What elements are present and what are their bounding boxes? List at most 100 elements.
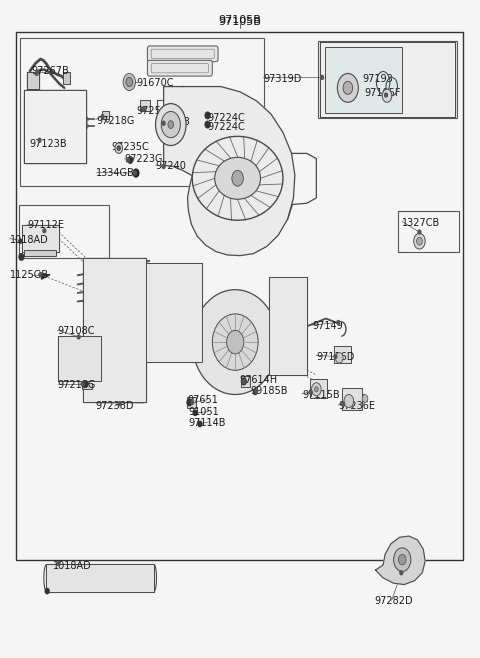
Circle shape	[205, 112, 210, 118]
Circle shape	[337, 74, 359, 102]
Bar	[24, 91, 86, 163]
Circle shape	[126, 158, 129, 162]
Polygon shape	[375, 536, 425, 584]
Text: 97108C: 97108C	[58, 326, 95, 336]
Text: 97218G: 97218G	[96, 116, 134, 126]
Bar	[145, 263, 202, 362]
Bar	[58, 336, 101, 382]
Circle shape	[400, 570, 403, 574]
Circle shape	[142, 107, 145, 111]
Circle shape	[232, 170, 243, 186]
Circle shape	[117, 146, 120, 150]
Text: 97267B: 97267B	[31, 66, 69, 76]
Circle shape	[309, 390, 312, 394]
Text: 97319D: 97319D	[263, 74, 301, 84]
Bar	[342, 388, 362, 410]
Circle shape	[382, 89, 392, 102]
Bar	[19, 205, 109, 258]
Circle shape	[133, 169, 139, 177]
Circle shape	[344, 395, 354, 407]
Ellipse shape	[212, 314, 258, 370]
Bar	[84, 258, 145, 403]
Circle shape	[162, 121, 165, 125]
Circle shape	[84, 116, 88, 122]
Text: 97224C: 97224C	[207, 122, 245, 132]
Text: 97115B: 97115B	[302, 390, 340, 399]
Text: 97223G: 97223G	[124, 153, 163, 164]
Ellipse shape	[192, 290, 278, 395]
Polygon shape	[164, 87, 295, 255]
Circle shape	[39, 272, 42, 276]
Text: 97218G: 97218G	[58, 380, 96, 390]
Bar	[58, 336, 101, 382]
Circle shape	[384, 93, 387, 97]
Text: 97614H: 97614H	[239, 375, 277, 385]
Circle shape	[118, 402, 121, 406]
Bar	[187, 397, 196, 407]
Bar	[23, 226, 59, 251]
Bar	[46, 563, 154, 592]
Circle shape	[38, 138, 41, 142]
Bar	[269, 276, 307, 375]
Text: 1018AD: 1018AD	[53, 561, 92, 571]
Circle shape	[187, 399, 192, 406]
Circle shape	[195, 411, 198, 415]
Circle shape	[417, 238, 422, 245]
Text: 97149: 97149	[312, 321, 343, 332]
Text: 97114B: 97114B	[189, 418, 226, 428]
Text: 97651: 97651	[188, 395, 218, 405]
Text: 97238D: 97238D	[95, 401, 133, 411]
Text: 97236E: 97236E	[338, 401, 375, 411]
Circle shape	[156, 103, 186, 145]
Circle shape	[199, 421, 201, 425]
Text: 1327CB: 1327CB	[402, 218, 441, 228]
Text: 97105B: 97105B	[218, 16, 262, 27]
Circle shape	[398, 555, 406, 565]
Bar	[21, 38, 264, 186]
Circle shape	[191, 401, 194, 405]
Bar	[24, 251, 56, 255]
Bar	[310, 379, 327, 399]
Text: 97193: 97193	[362, 74, 393, 84]
Circle shape	[394, 548, 411, 571]
Circle shape	[117, 146, 120, 150]
Text: 97240: 97240	[156, 161, 186, 171]
Circle shape	[19, 253, 24, 260]
FancyBboxPatch shape	[147, 61, 212, 76]
Circle shape	[321, 76, 324, 80]
Bar	[63, 72, 70, 84]
Text: 99185B: 99185B	[251, 386, 288, 395]
Bar	[320, 42, 455, 116]
Circle shape	[314, 387, 318, 392]
Text: 97235C: 97235C	[111, 142, 149, 152]
Circle shape	[83, 381, 88, 388]
Bar	[325, 47, 402, 113]
Text: 97224C: 97224C	[207, 113, 245, 123]
Circle shape	[128, 157, 132, 163]
Text: 97105F: 97105F	[364, 88, 401, 98]
Circle shape	[101, 114, 104, 118]
Text: 97018: 97018	[160, 117, 191, 127]
Circle shape	[242, 380, 245, 384]
Bar	[241, 376, 250, 387]
Circle shape	[362, 395, 368, 403]
Text: 97282D: 97282D	[374, 596, 413, 606]
Circle shape	[343, 82, 353, 95]
Bar	[23, 226, 59, 251]
Circle shape	[81, 382, 84, 386]
Bar	[24, 91, 86, 163]
Circle shape	[207, 122, 210, 126]
Circle shape	[168, 120, 174, 128]
Text: 91051: 91051	[189, 407, 219, 417]
Bar	[145, 263, 202, 362]
Circle shape	[126, 78, 132, 87]
Bar	[16, 32, 463, 560]
Circle shape	[241, 378, 246, 385]
Text: 1018AD: 1018AD	[10, 235, 49, 245]
Circle shape	[207, 113, 210, 117]
Bar	[82, 383, 92, 390]
Circle shape	[115, 143, 122, 153]
Bar	[320, 42, 455, 116]
Circle shape	[336, 353, 343, 363]
Bar	[269, 276, 307, 375]
